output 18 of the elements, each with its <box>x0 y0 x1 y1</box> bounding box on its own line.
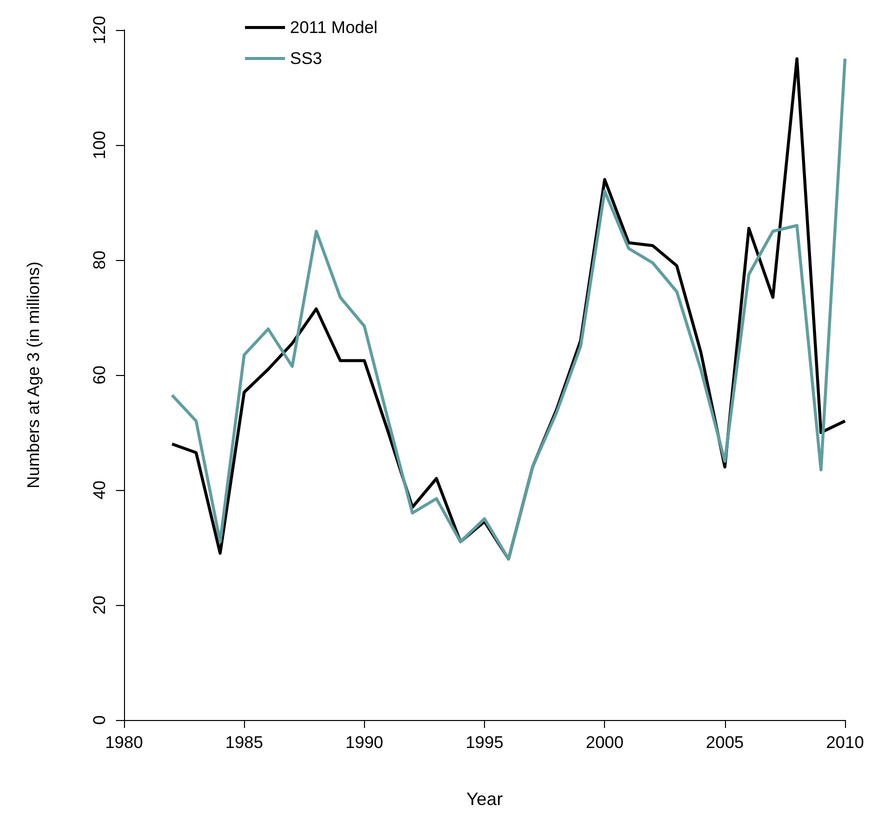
y-tick-label: 80 <box>90 250 109 270</box>
x-tick-label: 1985 <box>225 733 264 752</box>
x-tick-label: 2000 <box>586 733 624 752</box>
x-tick-label: 2005 <box>706 733 744 752</box>
y-tick-label: 40 <box>90 480 109 500</box>
x-tick-label: 1995 <box>466 733 504 752</box>
x-axis-title: Year <box>466 789 503 809</box>
y-axis-title: Numbers at Age 3 (in millions) <box>24 262 43 488</box>
y-tick-label: 100 <box>90 130 109 160</box>
y-tick-label: 20 <box>90 596 109 614</box>
x-tick-label: 1980 <box>105 733 143 752</box>
y-tick-label: 120 <box>90 16 109 44</box>
y-tick-label: 0 <box>90 715 109 725</box>
legend-label: SS3 <box>290 49 322 68</box>
y-tick-label: 60 <box>90 366 109 384</box>
x-tick-label: 2010 <box>826 733 864 752</box>
legend-label: 2011 Model <box>290 18 378 37</box>
x-tick-label: 1990 <box>345 733 384 752</box>
